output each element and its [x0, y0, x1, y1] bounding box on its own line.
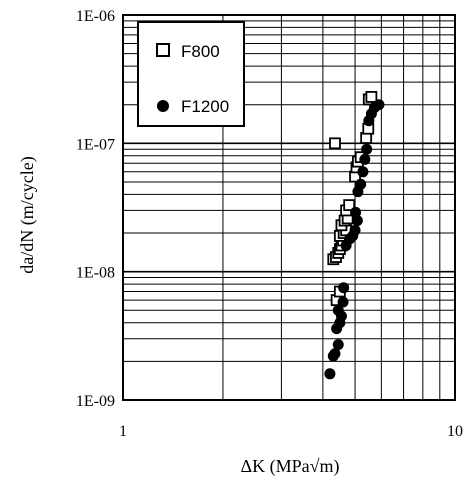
legend-box [137, 21, 245, 127]
plot-frame [122, 14, 456, 401]
data-points [324, 91, 385, 380]
data-point-f1200 [357, 166, 369, 178]
legend-marker-f1200 [157, 100, 169, 112]
legend-label-f800: F800 [181, 42, 220, 61]
y-tick-label: 1E-08 [76, 265, 115, 282]
data-point-f1200 [355, 178, 367, 190]
data-point-f1200 [349, 224, 361, 236]
data-point-f1200 [324, 368, 336, 380]
legend: F800 F1200 [137, 21, 245, 127]
data-point-f800 [365, 91, 378, 103]
data-point-f1200 [329, 348, 341, 360]
data-point-f1200 [350, 206, 362, 218]
data-point-f800 [343, 199, 356, 212]
data-point-f1200 [332, 304, 344, 316]
y-tick-labels: 1E-09 1E-08 1E-07 1E-06 [76, 8, 115, 410]
data-point-f1200 [351, 215, 363, 227]
plot-border [122, 14, 456, 401]
y-tick-label: 1E-09 [76, 393, 115, 410]
y-tick-label: 1E-07 [76, 136, 115, 153]
data-point-f1200 [359, 153, 371, 165]
x-tick-labels: 1 10 [119, 423, 463, 440]
data-point-f1200 [338, 282, 350, 294]
x-tick-label: 10 [447, 423, 463, 440]
data-point-f1200 [332, 339, 344, 351]
x-tick-label: 1 [119, 423, 127, 440]
data-point-f1200 [373, 99, 385, 111]
legend-marker-f800 [156, 43, 170, 57]
data-point-f800 [329, 137, 341, 150]
data-point-f1200 [361, 143, 373, 155]
y-axis-label: da/dN (m/cycle) [17, 156, 38, 273]
legend-label-f1200: F1200 [181, 97, 229, 116]
y-tick-label: 1E-06 [76, 8, 115, 25]
x-axis-label: ΔK (MPa√m) [241, 456, 340, 477]
data-point-f1200 [337, 296, 349, 308]
